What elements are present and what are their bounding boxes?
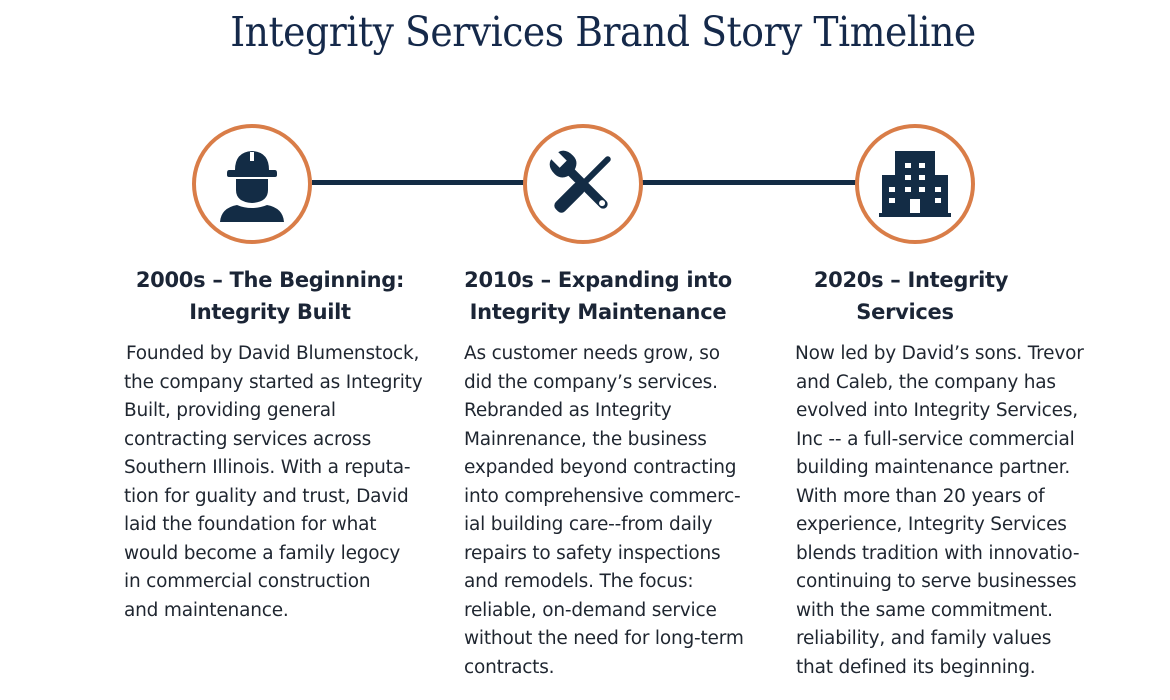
body-line: reliable, on-demand service <box>464 599 717 621</box>
body-line: Built, providing general <box>124 400 336 421</box>
timeline-entry-2010s: 2010s – Expanding into Integrity Mainten… <box>464 264 744 682</box>
entry-heading: 2000s – The Beginning: Integrity Built <box>124 264 416 328</box>
timeline-node-2010s <box>523 124 643 244</box>
body-line: ial building care--from daily <box>464 514 713 535</box>
body-line: evolved into Integrity Services, <box>796 400 1078 421</box>
page-title: Integrity Services Brand Story Timeline <box>230 8 976 56</box>
office-building-icon <box>879 151 951 217</box>
entry-body: As customer needs grow, so did the compa… <box>464 340 744 682</box>
body-line: continuing to serve businesses <box>796 571 1077 592</box>
body-line: As customer needs grow, so <box>464 343 720 364</box>
body-line: laid the foundation for what <box>124 514 377 535</box>
heading-line: 2010s – Expanding into <box>464 268 732 292</box>
body-line: Now led by David’s sons. Trevor <box>795 343 1084 364</box>
body-line: blends tradition with innovatio- <box>796 542 1080 564</box>
body-line: and Caleb, the company has <box>796 371 1056 393</box>
timeline-entry-2000s: 2000s – The Beginning: Integrity Built F… <box>124 264 423 625</box>
construction-worker-icon <box>220 151 284 222</box>
body-line: tion for guality and trust, David <box>124 485 409 507</box>
body-line: building maintenance partner. <box>796 457 1071 478</box>
timeline-entry-2020s: 2020s – Integrity Services Now led by Da… <box>795 264 1084 682</box>
body-line: that defined its beginning. <box>796 656 1036 678</box>
body-line: Mainrenance, the business <box>464 428 707 450</box>
body-line: experience, Integrity Services <box>796 514 1067 535</box>
body-line: expanded beyond contracting <box>464 457 737 478</box>
body-line: reliability, and family values <box>796 628 1052 649</box>
body-line: the company started as Integrity <box>124 371 423 393</box>
timeline-node-2000s <box>192 124 312 244</box>
tools-wrench-screwdriver-icon <box>549 150 611 213</box>
body-line: with the same commitment. <box>796 599 1053 621</box>
body-line: Founded by David Blumenstock, <box>126 343 420 364</box>
entry-heading: 2010s – Expanding into Integrity Mainten… <box>464 264 732 328</box>
body-line: without the need for long-term <box>464 628 744 649</box>
body-line: Southern Illinois. With a reputa- <box>124 457 411 478</box>
body-line: contracting services across <box>124 428 372 450</box>
heading-line: Integrity Maintenance <box>469 300 727 324</box>
timeline-connector <box>642 180 858 185</box>
body-line: in commercial construction <box>124 571 371 592</box>
body-line: would become a family legocy <box>124 542 401 564</box>
heading-line: 2020s – Integrity <box>813 268 1009 292</box>
body-line: contracts. <box>464 656 555 678</box>
body-line: and maintenance. <box>124 599 289 621</box>
heading-line: 2000s – The Beginning: <box>135 268 405 292</box>
body-line: With more than 20 years of <box>796 485 1045 507</box>
entry-heading: 2020s – Integrity Services <box>796 264 1026 328</box>
heading-line: Services <box>856 300 954 324</box>
timeline-node-2020s <box>855 124 975 244</box>
timeline-connector <box>312 180 526 185</box>
heading-line: Integrity Built <box>189 300 351 324</box>
entry-body: Now led by David’s sons. Trevor and Cale… <box>795 340 1084 682</box>
body-line: into comprehensive commerc- <box>464 485 741 507</box>
entry-body: Founded by David Blumenstock, the compan… <box>124 340 423 625</box>
body-line: Inc -- a full-service commercial <box>796 428 1075 450</box>
body-line: did the company’s services. <box>464 371 718 393</box>
body-line: repairs to safety inspections <box>464 542 721 564</box>
body-line: and remodels. The focus: <box>464 571 694 592</box>
body-line: Rebranded as Integrity <box>464 400 672 421</box>
